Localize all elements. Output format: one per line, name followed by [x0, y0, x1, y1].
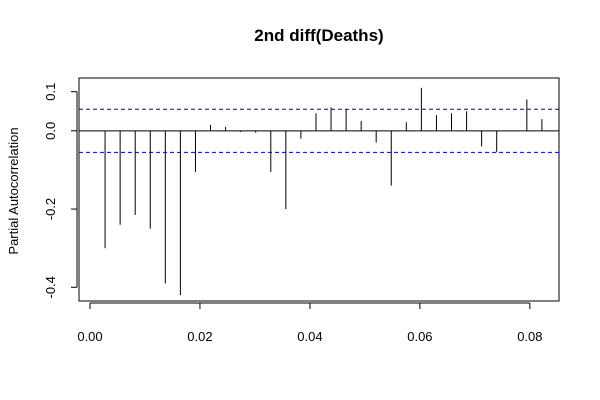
chart-title: 2nd diff(Deaths): [254, 26, 383, 45]
y-tick-label: -0.4: [43, 276, 58, 298]
plot-marks: [79, 87, 559, 296]
x-tick-label: 0.02: [187, 329, 212, 344]
y-tick-label: 0.1: [43, 83, 58, 101]
x-tick-label: 0.00: [77, 329, 102, 344]
y-axis: -0.4 -0.2 0.0 0.1: [43, 83, 78, 299]
x-axis: 0.00 0.02 0.04 0.06 0.08: [77, 302, 543, 344]
x-tick-label: 0.06: [407, 329, 432, 344]
x-tick-label: 0.04: [297, 329, 322, 344]
y-tick-label: -0.2: [43, 198, 58, 220]
y-axis-label: Partial Autocorrelation: [6, 127, 21, 254]
plot-frame: [78, 77, 560, 302]
y-tick-label: 0.0: [43, 122, 58, 140]
x-tick-label: 0.08: [517, 329, 542, 344]
